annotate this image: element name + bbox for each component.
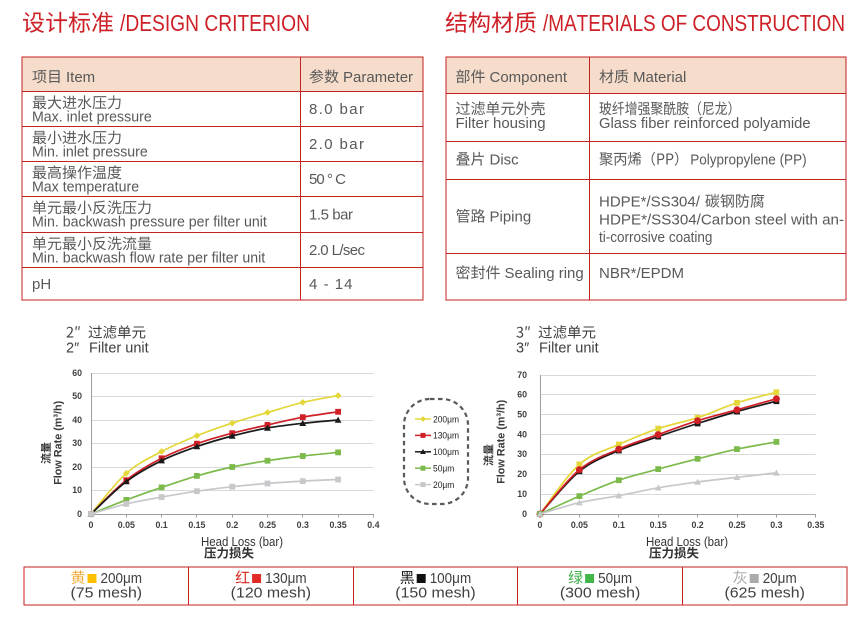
- svg-text:0: 0: [522, 509, 527, 519]
- svg-text:100μm: 100μm: [433, 447, 459, 458]
- svg-text:40: 40: [72, 415, 82, 425]
- svg-text:0.4: 0.4: [367, 520, 379, 530]
- svg-text:50: 50: [72, 391, 82, 401]
- svg-text:0.3: 0.3: [297, 520, 309, 530]
- svg-text:2.0 bar: 2.0 bar: [309, 136, 364, 153]
- svg-text:0.15: 0.15: [650, 520, 667, 530]
- svg-text:20μm: 20μm: [433, 480, 454, 491]
- svg-text:0.2: 0.2: [691, 520, 703, 530]
- svg-text:50: 50: [517, 410, 527, 420]
- svg-text:0.35: 0.35: [330, 520, 347, 530]
- svg-text:30: 30: [517, 449, 527, 459]
- svg-text:0.05: 0.05: [118, 520, 135, 530]
- svg-text:(120 mesh): (120 mesh): [231, 585, 311, 602]
- svg-text:HDPE*/SS304/: HDPE*/SS304/: [599, 194, 701, 211]
- svg-text:Filter unit: Filter unit: [89, 341, 149, 357]
- svg-text:0: 0: [77, 509, 82, 519]
- svg-text:Min. backwash flow rate per fi: Min. backwash flow rate per filter unit: [32, 250, 266, 267]
- svg-text:Piping: Piping: [490, 209, 532, 226]
- svg-text:30: 30: [72, 438, 82, 448]
- svg-text:20μm: 20μm: [763, 570, 797, 587]
- svg-text:1.5 bar: 1.5 bar: [309, 207, 353, 224]
- svg-text:Component: Component: [490, 69, 568, 86]
- svg-text:100μm: 100μm: [430, 570, 472, 587]
- svg-text:Material: Material: [633, 69, 686, 86]
- svg-text:0.25: 0.25: [259, 520, 276, 530]
- svg-text:20: 20: [72, 462, 82, 472]
- svg-text:Glass fiber reinforced polyami: Glass fiber reinforced polyamide: [599, 115, 811, 132]
- svg-text:Filter unit: Filter unit: [539, 341, 599, 357]
- svg-text:50μm: 50μm: [598, 570, 632, 587]
- svg-text:60: 60: [72, 368, 82, 378]
- svg-text:HDPE*/SS304/Carbon steel with: HDPE*/SS304/Carbon steel with an-: [599, 212, 844, 229]
- svg-text:0.2: 0.2: [226, 520, 238, 530]
- svg-text:10: 10: [72, 485, 82, 495]
- svg-text:Parameter: Parameter: [343, 69, 413, 86]
- svg-text:40: 40: [517, 429, 527, 439]
- svg-text:2.0 L/sec: 2.0 L/sec: [309, 242, 366, 259]
- svg-text:200μm: 200μm: [433, 414, 459, 425]
- svg-text:Filter housing: Filter housing: [456, 115, 546, 132]
- svg-text:Polypropylene (PP): Polypropylene (PP): [690, 152, 806, 169]
- svg-text:130μm: 130μm: [265, 570, 307, 587]
- svg-text:Flow Rate (m³/h): Flow Rate (m³/h): [53, 400, 65, 484]
- svg-text:2″: 2″: [66, 341, 79, 357]
- svg-text:/MATERIALS OF CONSTRUCTION: /MATERIALS OF CONSTRUCTION: [543, 10, 845, 36]
- svg-text:Item: Item: [66, 69, 95, 86]
- svg-text:(625 mesh): (625 mesh): [725, 585, 805, 602]
- svg-text:Disc: Disc: [490, 152, 520, 169]
- svg-text:60: 60: [517, 390, 527, 400]
- svg-text:ti-corrosive coating: ti-corrosive coating: [599, 229, 712, 246]
- svg-text:Max temperature: Max temperature: [32, 179, 139, 196]
- svg-text:Min. backwash pressure per fil: Min. backwash pressure per filter unit: [32, 214, 268, 231]
- svg-text:20: 20: [517, 469, 527, 479]
- svg-text:Max. inlet pressure: Max. inlet pressure: [32, 109, 152, 126]
- svg-text:0.25: 0.25: [728, 520, 745, 530]
- svg-text:10: 10: [517, 489, 527, 499]
- svg-text:0.05: 0.05: [571, 520, 588, 530]
- svg-text:0.15: 0.15: [188, 520, 205, 530]
- svg-text:130μm: 130μm: [433, 431, 459, 442]
- svg-text:Head Loss (bar): Head Loss (bar): [646, 535, 728, 549]
- svg-text:50μm: 50μm: [433, 464, 454, 475]
- svg-text:(75 mesh): (75 mesh): [71, 585, 143, 602]
- svg-text:Min. inlet pressure: Min. inlet pressure: [32, 144, 148, 161]
- svg-text:8.0 bar: 8.0 bar: [309, 101, 364, 118]
- svg-text:(150 mesh): (150 mesh): [395, 585, 475, 602]
- svg-text:Sealing ring: Sealing ring: [505, 265, 584, 282]
- svg-text:50 ° C: 50 ° C: [309, 171, 346, 188]
- svg-text:(300 mesh): (300 mesh): [560, 585, 640, 602]
- svg-text:0.3: 0.3: [770, 520, 782, 530]
- svg-text:200μm: 200μm: [101, 570, 143, 587]
- svg-text:0.1: 0.1: [155, 520, 167, 530]
- svg-text:3″: 3″: [516, 341, 529, 357]
- svg-text:pH: pH: [32, 276, 51, 293]
- svg-text:Head Loss (bar): Head Loss (bar): [201, 535, 283, 549]
- svg-text:Flow Rate (m³/h): Flow Rate (m³/h): [496, 399, 508, 483]
- svg-text:/DESIGN CRITERION: /DESIGN CRITERION: [120, 10, 310, 36]
- svg-text:0.35: 0.35: [807, 520, 824, 530]
- svg-text:NBR*/EPDM: NBR*/EPDM: [599, 265, 684, 282]
- svg-text:0: 0: [538, 520, 543, 530]
- svg-text:70: 70: [517, 370, 527, 380]
- svg-text:0: 0: [89, 520, 94, 530]
- svg-text:0.1: 0.1: [613, 520, 625, 530]
- svg-text:4 - 14: 4 - 14: [309, 276, 353, 293]
